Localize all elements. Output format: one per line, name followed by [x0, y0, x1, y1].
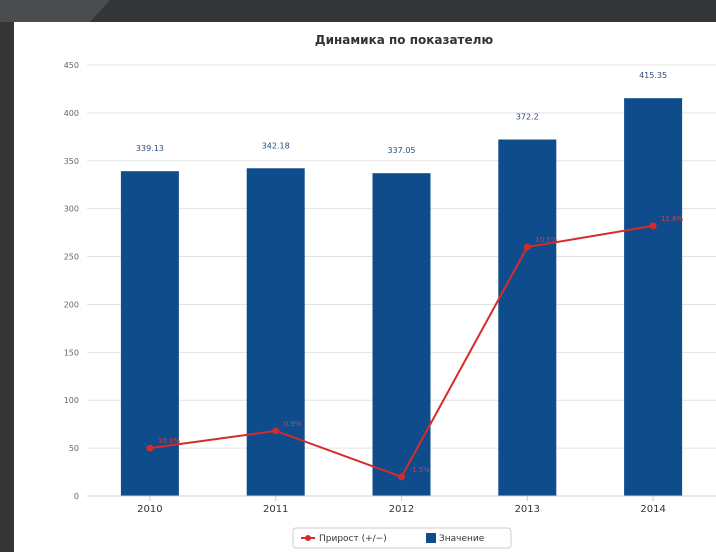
line-point-label: 0.9% [284, 420, 302, 428]
x-tick-label: 2012 [389, 504, 414, 515]
bar-series [120, 98, 683, 497]
x-tick-label: 2010 [137, 504, 162, 515]
y-axis: 0 50 100 150 200 250 300 350 400 450 [64, 61, 79, 501]
y-tick-label: 100 [64, 396, 79, 405]
x-axis: 2010 2011 2012 2013 2014 [87, 495, 716, 515]
line-point-label: -1.5% [410, 466, 431, 474]
chart-panel: Динамика по показателю 0 50 100 150 200 250 30… [14, 22, 716, 552]
line-point[interactable] [272, 427, 280, 435]
x-tick-label: 2013 [515, 504, 540, 515]
legend-label-growth[interactable]: Прирост (+/−) [319, 534, 387, 544]
y-tick-label: 450 [64, 61, 79, 70]
decorative-corner-shape [0, 0, 110, 22]
line-point-label: 11.6% [661, 215, 684, 223]
y-tick-label: 300 [64, 205, 79, 214]
bar-value-label: 337.05 [388, 146, 416, 155]
bar[interactable] [372, 173, 431, 496]
line-point[interactable] [523, 243, 531, 251]
legend-box [292, 527, 512, 549]
legend-bar-swatch [426, 533, 436, 543]
y-tick-label: 250 [64, 253, 79, 262]
bar-value-labels: 339.13 342.18 337.05 372.2 415.35 [136, 71, 667, 155]
line-point[interactable] [146, 444, 154, 452]
chart-title: Динамика по показателю [315, 33, 494, 47]
line-series: 10.0% 0.9% -1.5% 10.5% 11.6% [146, 215, 684, 481]
line-point[interactable] [398, 473, 405, 481]
chart-svg: Динамика по показателю 0 50 100 150 200 250 30… [64, 33, 716, 549]
line-point[interactable] [649, 222, 657, 230]
bar-value-label: 339.13 [136, 144, 164, 153]
y-tick-label: 0 [74, 492, 79, 501]
bar[interactable] [246, 168, 305, 497]
legend-line-dot [305, 535, 311, 541]
bar-value-label: 342.18 [262, 141, 290, 150]
y-tick-label: 200 [64, 300, 79, 309]
bar[interactable] [498, 139, 557, 496]
legend-label-value[interactable]: Значение [439, 534, 485, 544]
line-point-label: 10.5% [535, 236, 558, 244]
bar-value-label: 372.2 [516, 113, 539, 122]
y-tick-label: 150 [64, 348, 79, 357]
bar-value-label: 415.35 [639, 71, 667, 80]
legend: Прирост (+/−) Значение [292, 527, 512, 549]
y-tick-label: 350 [64, 157, 79, 166]
bar[interactable] [120, 171, 179, 496]
bar[interactable] [624, 98, 683, 496]
y-tick-label: 50 [69, 444, 79, 453]
x-tick-label: 2011 [263, 504, 288, 515]
x-tick-label: 2014 [640, 504, 665, 515]
line-point-label: 10.0% [158, 437, 181, 445]
y-tick-label: 400 [64, 109, 79, 118]
